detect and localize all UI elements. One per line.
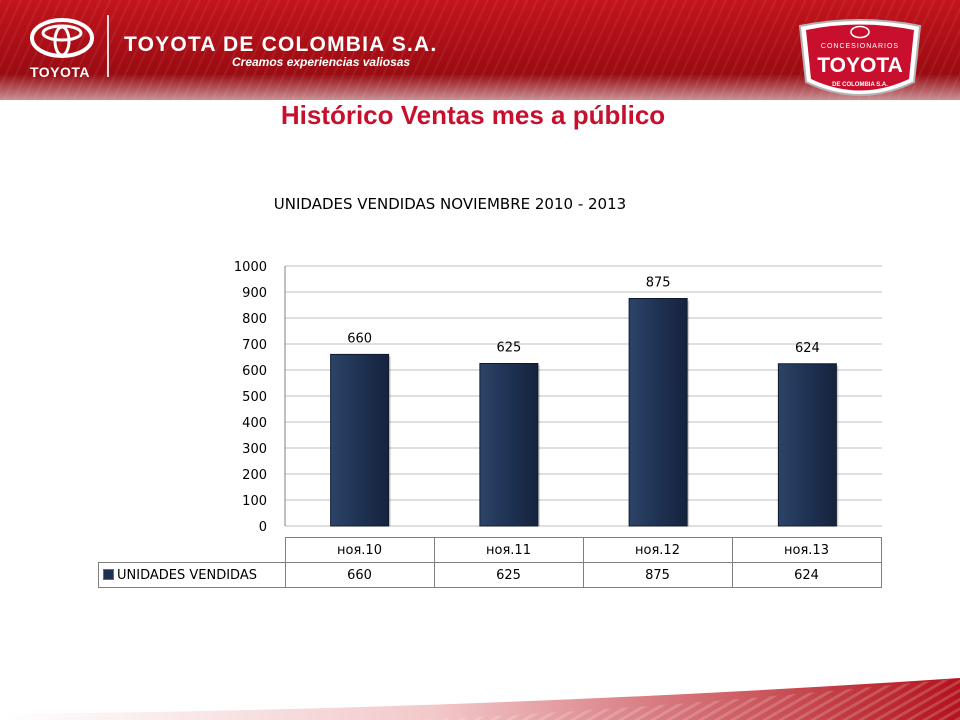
table-corner (98, 537, 286, 563)
company-name: TOYOTA DE COLOMBIA S.A. (124, 33, 438, 56)
header-fade (0, 74, 960, 100)
header-divider (107, 15, 109, 77)
y-tick-label: 800 (242, 312, 267, 327)
data-table: ноя.10 ноя.11 ноя.12 ноя.13 UNIDADES VEN… (98, 537, 882, 588)
data-labels: 660 625 875 624 (347, 276, 820, 356)
table-cell: 625 (433, 562, 584, 588)
dealer-badge-icon: CONCESIONARIOS TOYOTA DE COLOMBIA S.A. (798, 19, 922, 96)
data-label: 875 (646, 276, 671, 291)
bar (777, 363, 837, 527)
bar (479, 363, 539, 527)
legend-key-icon (103, 568, 114, 580)
logo-wordmark: TOYOTA (29, 64, 91, 80)
badge-top-text: CONCESIONARIOS (821, 43, 899, 50)
company-slogan: Creamos experiencias valiosas (232, 55, 411, 69)
table-header-cell: ноя.12 (582, 537, 733, 563)
bar-chart: 660 625 875 624 0 100 200 300 400 500 600 700 800 90… (234, 260, 882, 535)
legend-label: UNIDADES VENDIDAS (117, 567, 257, 583)
badge-emblem-icon (850, 25, 870, 39)
y-axis-ticks: 0 100 200 300 400 500 600 700 800 900 1000 (234, 260, 267, 535)
y-tick-label: 700 (242, 338, 267, 353)
data-label: 625 (496, 341, 521, 356)
toyota-logo: TOYOTA (16, 14, 108, 84)
y-tick-label: 0 (259, 520, 267, 535)
badge-main-text: TOYOTA (817, 54, 903, 77)
legend-cell: UNIDADES VENDIDAS (98, 562, 286, 588)
table-header-cell: ноя.10 (284, 537, 435, 563)
table-header-cell: ноя.13 (731, 537, 882, 563)
table-cell: 660 (284, 562, 435, 588)
data-label: 624 (795, 341, 820, 356)
table-header-row: ноя.10 ноя.11 ноя.12 ноя.13 (98, 537, 882, 563)
bar (330, 353, 390, 527)
header-banner: TOYOTA TOYOTA DE COLOMBIA S.A. Creamos e… (0, 0, 960, 100)
y-tick-label: 400 (242, 416, 267, 431)
table-cell: 624 (731, 562, 882, 588)
badge-bottom-text: DE COLOMBIA S.A. (832, 82, 888, 88)
y-tick-label: 100 (242, 494, 267, 509)
y-tick-label: 600 (242, 364, 267, 379)
footer-decoration (0, 670, 960, 720)
bar (628, 298, 688, 527)
y-tick-label: 500 (242, 390, 267, 405)
chart-title: UNIDADES VENDIDAS NOVIEMBRE 2010 - 2013 (273, 195, 627, 213)
y-tick-label: 900 (242, 286, 267, 301)
y-tick-label: 300 (242, 442, 267, 457)
footer-swoosh (0, 678, 960, 720)
y-tick-label: 1000 (234, 260, 267, 275)
table-header-cell: ноя.11 (433, 537, 584, 563)
y-tick-label: 200 (242, 468, 267, 483)
dealer-badge: CONCESIONARIOS TOYOTA DE COLOMBIA S.A. (790, 12, 930, 106)
table-cell: 875 (582, 562, 733, 588)
bars (330, 298, 839, 527)
toyota-emblem-icon (30, 18, 94, 58)
data-label: 660 (347, 331, 372, 346)
slide-title: Histórico Ventas mes a público (280, 100, 666, 130)
table-row: UNIDADES VENDIDAS 660 625 875 624 (98, 562, 882, 588)
